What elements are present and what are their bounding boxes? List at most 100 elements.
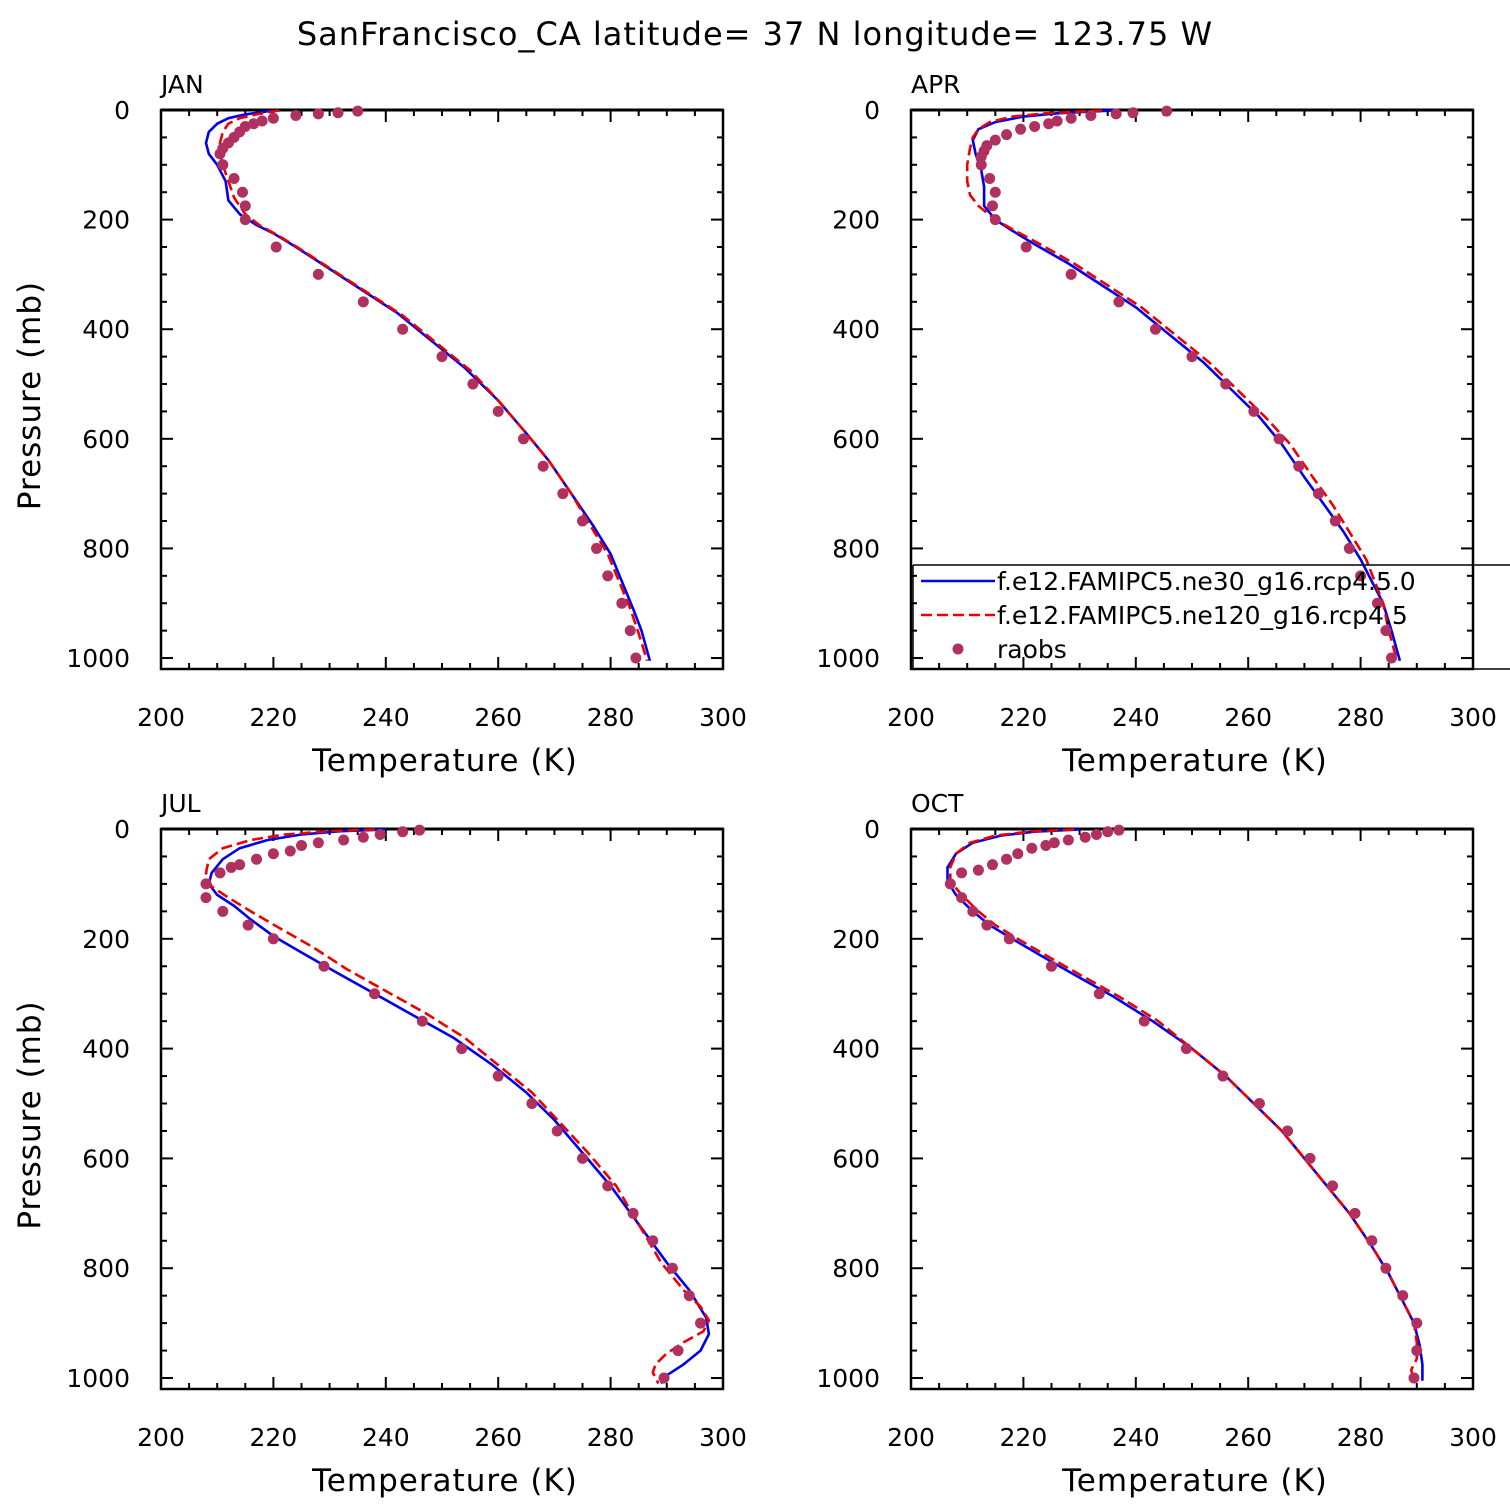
raobs-point — [312, 108, 324, 120]
ne30-series-line — [946, 828, 1424, 1381]
y-axis-label: Pressure (mb) — [12, 281, 48, 510]
y-tick-label: 1000 — [816, 644, 880, 673]
raobs-point — [1312, 488, 1324, 500]
raobs-point — [967, 905, 979, 917]
raobs-point — [228, 173, 240, 185]
y-tick-label: 200 — [832, 925, 880, 954]
x-axis-label: Temperature (K) — [311, 1463, 578, 1499]
raobs-point — [658, 1372, 670, 1384]
raobs-point — [616, 597, 628, 609]
raobs-point — [467, 378, 479, 390]
y-tick-label: 400 — [82, 315, 130, 344]
y-tick-label: 1000 — [66, 644, 130, 673]
raobs-point — [1397, 1290, 1409, 1302]
panel-title: JAN — [159, 70, 204, 99]
raobs-point — [1149, 323, 1161, 335]
ne120-series-line — [204, 828, 711, 1385]
raobs-point — [318, 960, 330, 972]
x-tick-label: 280 — [1337, 1423, 1385, 1452]
raobs-point — [217, 905, 229, 917]
legend-swatch-dot — [952, 643, 964, 655]
raobs-point — [1065, 112, 1077, 124]
raobs-point — [270, 241, 282, 253]
raobs-point — [526, 1098, 538, 1110]
legend-label: f.e12.FAMIPC5.ne30_g16.rcp4.5.0 — [997, 567, 1416, 596]
legend-label: raobs — [997, 635, 1067, 664]
y-tick-label: 0 — [114, 96, 130, 125]
raobs-point — [672, 1345, 684, 1357]
raobs-point — [630, 652, 642, 664]
raobs-point — [989, 134, 1001, 146]
raobs-point — [267, 848, 279, 860]
raobs-point — [1371, 597, 1383, 609]
y-tick-label: 200 — [82, 206, 130, 235]
raobs-point — [1380, 625, 1392, 637]
raobs-point — [1248, 405, 1260, 417]
raobs-point — [989, 214, 1001, 226]
raobs-point — [972, 864, 984, 876]
panel-title: APR — [911, 70, 961, 99]
raobs-point — [296, 839, 307, 851]
raobs-point — [214, 148, 226, 160]
x-tick-label: 300 — [1449, 1423, 1497, 1452]
ne30-series-line — [204, 109, 652, 662]
raobs-point — [517, 433, 529, 445]
y-tick-label: 400 — [832, 315, 880, 344]
x-tick-label: 300 — [1449, 703, 1497, 732]
raobs-point — [256, 115, 268, 127]
raobs-point — [956, 867, 968, 879]
raobs-point — [1093, 988, 1105, 1000]
x-tick-label: 300 — [699, 703, 747, 732]
y-axis-label: Pressure (mb) — [12, 1000, 48, 1229]
raobs-point — [492, 405, 504, 417]
y-tick-label: 0 — [114, 815, 130, 844]
raobs-point — [647, 1235, 659, 1247]
x-tick-label: 200 — [887, 703, 935, 732]
raobs-point — [284, 845, 296, 857]
raobs-point — [234, 859, 246, 871]
y-tick-label: 800 — [82, 534, 130, 563]
raobs-point — [1113, 824, 1125, 836]
raobs-point — [1040, 839, 1052, 851]
raobs-point — [357, 296, 369, 308]
raobs-point — [602, 570, 614, 582]
chart-panel-apr: APR 200 220 240 260 280 300 0 200 400 600 800 1000 Te… — [816, 70, 1510, 779]
raobs-point — [1085, 109, 1097, 121]
figure-title: SanFrancisco_CA latitude= 37 N longitude… — [297, 15, 1213, 53]
x-axis-label: Temperature (K) — [1061, 1463, 1328, 1499]
raobs-point — [1282, 1125, 1294, 1137]
raobs-point — [551, 1125, 563, 1137]
raobs-point — [986, 859, 998, 871]
raobs-point — [1217, 1070, 1229, 1082]
y-tick-label: 800 — [832, 534, 880, 563]
raobs-point — [416, 1015, 428, 1027]
legend: f.e12.FAMIPC5.ne30_g16.rcp4.5.0 f.e12.FAM… — [912, 564, 1510, 670]
x-tick-label: 200 — [137, 703, 185, 732]
raobs-point — [217, 159, 229, 171]
raobs-point — [225, 861, 237, 873]
raobs-point — [1411, 1345, 1423, 1357]
plot-area — [944, 824, 1424, 1384]
raobs-point — [537, 460, 549, 472]
raobs-point — [1062, 834, 1074, 846]
raobs-point — [248, 118, 260, 130]
raobs-point — [397, 826, 409, 838]
raobs-point — [1079, 831, 1091, 843]
plot-frame — [159, 827, 725, 1391]
raobs-point — [1029, 120, 1041, 132]
x-tick-label: 220 — [1000, 1423, 1048, 1452]
raobs-point — [1051, 115, 1063, 127]
raobs-point — [251, 853, 263, 865]
x-tick-label: 240 — [362, 1423, 410, 1452]
y-tick-label: 600 — [832, 425, 880, 454]
raobs-point — [944, 878, 956, 890]
raobs-point — [1343, 542, 1355, 554]
y-tick-label: 1000 — [816, 1364, 880, 1393]
raobs-point — [1110, 108, 1122, 120]
x-tick-label: 260 — [474, 703, 522, 732]
raobs-point — [1001, 853, 1013, 865]
x-tick-label: 220 — [250, 703, 298, 732]
raobs-point — [242, 919, 254, 931]
raobs-point — [312, 837, 324, 849]
plot-area — [204, 105, 652, 664]
